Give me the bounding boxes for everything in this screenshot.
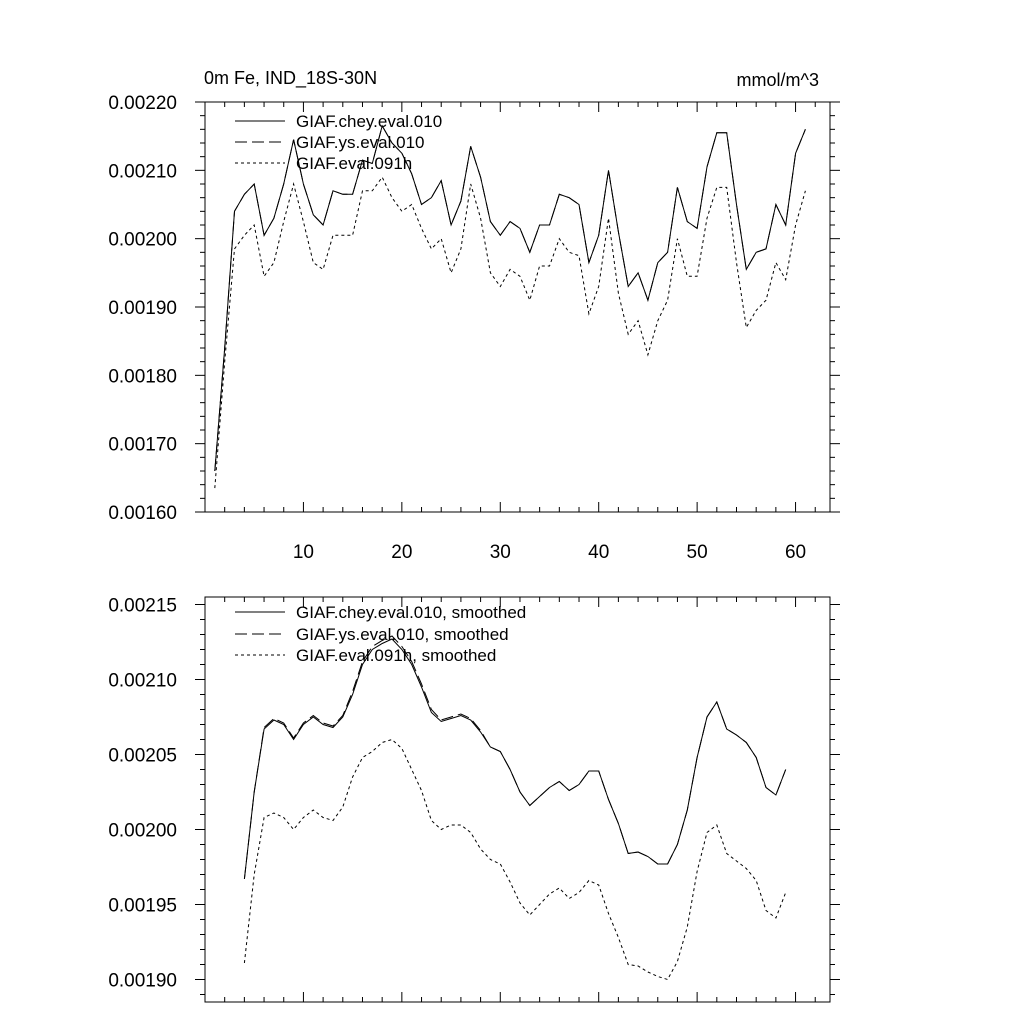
top-panel-tick-labels: 10 20 30 40 50 60 0.00160 0.00170 0.00180 0.00190…	[108, 93, 806, 563]
bottom-legend-label-091h: GIAF.eval.091h, smoothed	[296, 646, 496, 665]
bottom-panel: 0.00190 0.00195 0.00200 0.00205 0.00210 0.002…	[108, 596, 840, 1003]
top-legend-label-091h: GIAF.eval.091h	[296, 154, 412, 173]
bottom-legend-label-ys: GIAF.ys.eval.010, smoothed	[296, 625, 509, 644]
bottom-ytick-label-1: 0.00195	[108, 896, 177, 917]
top-legend-label-ys: GIAF.ys.eval.010	[296, 133, 425, 152]
top-ytick-label-5: 0.00210	[108, 161, 177, 182]
bottom-ytick-label-3: 0.00205	[108, 746, 177, 767]
bottom-legend-label-chey: GIAF.chey.eval.010, smoothed	[296, 603, 526, 622]
top-xtick-label-40: 40	[588, 542, 609, 563]
top-panel-series-group	[214, 124, 806, 489]
top-ytick-label-6: 0.00220	[108, 93, 177, 114]
top-xtick-label-30: 30	[490, 542, 511, 563]
top-ytick-label-2: 0.00180	[108, 366, 177, 387]
bottom-panel-legend: GIAF.chey.eval.010, smoothed GIAF.ys.eva…	[235, 603, 526, 665]
bottom-series-ys-line	[243, 635, 787, 880]
top-ytick-label-1: 0.00170	[108, 435, 177, 456]
top-xtick-label-10: 10	[293, 542, 314, 563]
top-panel: 0m Fe, IND_18S-30N mmol/m^3 10 20 30 40 50 60…	[108, 68, 840, 563]
bottom-series-091h-line	[243, 738, 787, 981]
bottom-panel-series-group	[243, 635, 787, 981]
bottom-panel-ticks	[195, 597, 840, 1002]
top-legend-label-chey: GIAF.chey.eval.010	[296, 112, 442, 131]
bottom-ytick-label-4: 0.00210	[108, 671, 177, 692]
bottom-ytick-label-2: 0.00200	[108, 821, 177, 842]
bottom-panel-tick-labels: 0.00190 0.00195 0.00200 0.00205 0.00210 0.002…	[108, 596, 177, 992]
top-panel-title-left: 0m Fe, IND_18S-30N	[204, 68, 377, 89]
top-series-091h-line	[214, 176, 806, 489]
top-ytick-label-0: 0.00160	[108, 503, 177, 524]
top-xtick-label-20: 20	[391, 542, 412, 563]
top-series-chey-line	[214, 124, 806, 472]
top-xtick-label-50: 50	[687, 542, 708, 563]
top-panel-legend: GIAF.chey.eval.010 GIAF.ys.eval.010 GIAF…	[235, 112, 442, 173]
top-xtick-label-60: 60	[785, 542, 806, 563]
top-ytick-label-4: 0.00200	[108, 230, 177, 251]
top-ytick-label-3: 0.00190	[108, 298, 177, 319]
top-panel-title-right: mmol/m^3	[737, 70, 819, 90]
bottom-ytick-label-0: 0.00190	[108, 971, 177, 992]
bottom-ytick-label-5: 0.00215	[108, 596, 177, 617]
top-series-ys-line	[214, 124, 806, 472]
top-panel-ticks	[195, 101, 840, 513]
